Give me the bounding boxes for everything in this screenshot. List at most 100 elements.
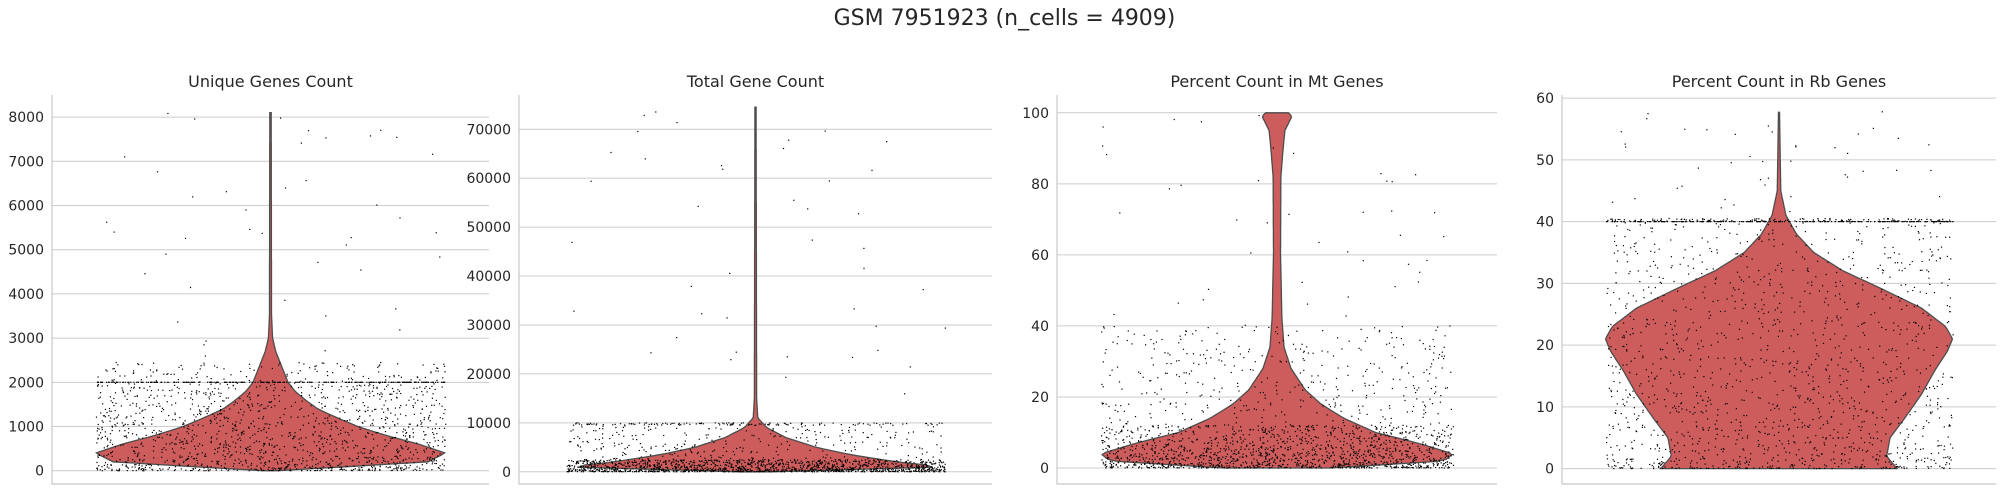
data-point [97, 381, 99, 383]
data-point [198, 381, 200, 383]
data-point [641, 446, 643, 448]
data-point [218, 460, 220, 462]
data-point [1374, 446, 1376, 448]
data-point [921, 469, 923, 471]
data-point [921, 465, 923, 467]
data-point [1385, 443, 1387, 445]
data-point [1173, 465, 1175, 467]
data-point [1330, 455, 1332, 457]
data-point [895, 470, 897, 472]
data-point [1131, 456, 1133, 459]
data-point [400, 392, 402, 395]
data-point [592, 461, 595, 463]
data-point [394, 425, 396, 427]
data-point [284, 467, 286, 469]
data-point [846, 460, 848, 462]
data-point [323, 362, 325, 364]
data-point [877, 471, 879, 473]
data-point [691, 452, 693, 454]
data-point [744, 468, 747, 470]
data-point [1183, 446, 1185, 448]
data-point [414, 468, 416, 470]
data-point [113, 381, 115, 383]
data-point [271, 367, 273, 370]
data-point [1348, 461, 1350, 463]
data-point [125, 464, 127, 466]
data-point [1215, 465, 1217, 467]
data-point [351, 403, 353, 405]
data-point [329, 450, 331, 452]
data-point [1435, 444, 1437, 446]
data-point [648, 426, 650, 428]
data-point [748, 463, 750, 465]
data-point [736, 461, 738, 463]
data-point [201, 452, 203, 454]
data-point [1128, 459, 1131, 461]
data-point [787, 448, 789, 451]
data-point [1432, 460, 1435, 462]
data-point [1264, 431, 1266, 433]
data-point [97, 456, 99, 458]
data-point [804, 425, 806, 427]
data-point [254, 381, 256, 383]
data-point [357, 418, 359, 421]
data-point [347, 432, 349, 434]
data-point [863, 468, 865, 470]
data-point [605, 470, 607, 472]
data-point [839, 435, 841, 437]
data-point [400, 447, 403, 449]
data-point [1355, 452, 1357, 455]
data-point [442, 381, 444, 383]
data-point [273, 381, 275, 383]
data-point [1310, 426, 1312, 428]
data-point [1432, 446, 1434, 448]
data-point [420, 412, 422, 414]
data-point [134, 395, 136, 398]
data-point [215, 382, 217, 384]
data-point [781, 466, 784, 468]
data-point [854, 424, 856, 426]
data-point [396, 432, 398, 434]
data-point [580, 471, 582, 473]
data-point [1383, 456, 1385, 458]
data-point [1438, 460, 1441, 462]
data-point [434, 462, 436, 465]
data-point [217, 462, 219, 464]
data-point [862, 432, 864, 434]
data-point [1422, 462, 1425, 464]
data-point [186, 431, 188, 433]
data-point [640, 469, 642, 471]
data-point [693, 468, 695, 471]
data-point [1441, 441, 1444, 443]
data-point [205, 392, 207, 394]
data-point [615, 471, 617, 473]
data-point [209, 381, 211, 383]
data-point [1419, 436, 1421, 438]
data-point [125, 461, 127, 463]
data-point [877, 465, 879, 467]
data-point [122, 444, 124, 446]
data-point [1250, 467, 1252, 469]
data-point [1447, 467, 1449, 469]
data-point [249, 398, 251, 401]
data-point [932, 426, 935, 428]
data-point [96, 442, 98, 444]
data-point [711, 439, 713, 441]
data-point [1406, 454, 1408, 456]
data-point [607, 471, 609, 473]
data-point [216, 422, 218, 424]
data-point [673, 471, 675, 473]
data-point [688, 463, 690, 465]
data-point [878, 461, 880, 463]
data-point [581, 469, 583, 471]
data-point [319, 461, 321, 463]
data-point [576, 469, 578, 471]
data-point [616, 431, 618, 433]
data-point [706, 437, 708, 439]
data-point [1157, 462, 1160, 464]
data-point [867, 464, 869, 466]
data-point [586, 423, 588, 425]
data-point [917, 466, 919, 469]
data-point [390, 469, 392, 472]
data-point [401, 467, 403, 469]
